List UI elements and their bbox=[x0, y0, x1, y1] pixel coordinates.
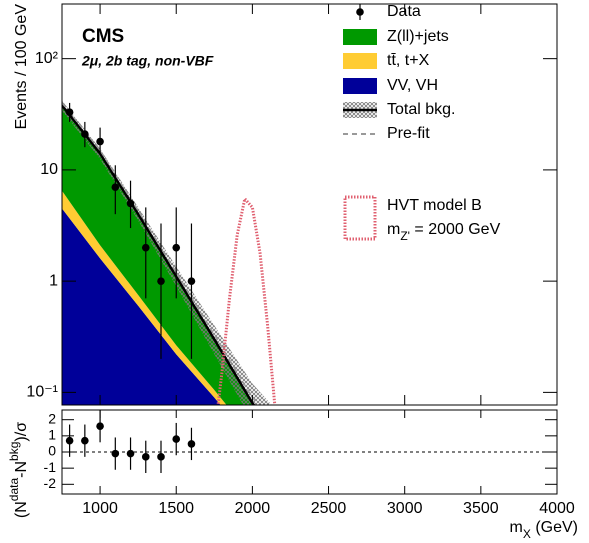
x-tick-label: 2500 bbox=[311, 500, 347, 517]
x-tick-label: 3000 bbox=[387, 500, 423, 517]
legend-label: Total bkg. bbox=[387, 101, 455, 118]
subtitle: 2μ, 2b tag, non-VBF bbox=[81, 53, 214, 69]
ratio-point bbox=[187, 440, 196, 448]
legend-label: mZ' = 2000 GeV bbox=[387, 221, 501, 243]
main-frame bbox=[61, 3, 558, 406]
label-part: data bbox=[7, 478, 21, 502]
label-part: = 2000 GeV bbox=[410, 221, 501, 238]
legend-label: Z(ll)+jets bbox=[387, 28, 449, 45]
label-part: m bbox=[510, 519, 523, 536]
y-tick-label: 10 bbox=[40, 161, 58, 178]
ratio-y-tick-label: 0 bbox=[48, 443, 56, 459]
legend-swatch bbox=[343, 78, 377, 94]
label-part: Z' bbox=[400, 229, 410, 243]
legend-swatch bbox=[343, 29, 377, 45]
legend-label: VV, VH bbox=[387, 77, 438, 94]
label-part: bkg bbox=[7, 442, 21, 461]
x-tick-label: 3500 bbox=[463, 500, 499, 517]
y-tick-label: 1 bbox=[49, 272, 58, 289]
ratio-point bbox=[111, 449, 120, 458]
label-part: -N bbox=[13, 461, 30, 478]
y-tick-label: 10⁻¹ bbox=[26, 384, 58, 401]
ratio-point bbox=[65, 436, 74, 445]
ratio-point bbox=[126, 449, 135, 458]
data-point bbox=[81, 130, 89, 138]
ratio-point bbox=[157, 453, 165, 461]
legend-label: HVT model B bbox=[387, 197, 482, 214]
data-point bbox=[96, 137, 104, 146]
ratio-y-tick-label: -2 bbox=[44, 475, 57, 491]
y-tick-label: 10² bbox=[35, 50, 59, 67]
data-point bbox=[65, 108, 74, 117]
data-point bbox=[172, 243, 181, 252]
legend-label: Pre-fit bbox=[387, 125, 430, 142]
legend-swatch bbox=[343, 53, 377, 69]
label-part: X bbox=[523, 527, 531, 541]
label-part: )/σ bbox=[13, 422, 30, 442]
ratio-point bbox=[141, 453, 150, 461]
data-point bbox=[141, 243, 150, 252]
data-point bbox=[111, 183, 120, 191]
x-tick-label: 2000 bbox=[235, 500, 271, 517]
legend-label: tt̄, t+X bbox=[387, 52, 430, 69]
x-tick-label: 1500 bbox=[158, 500, 194, 517]
y-axis-label: Events / 100 GeV bbox=[13, 4, 30, 130]
label-part: (GeV) bbox=[531, 519, 578, 536]
stack-area bbox=[62, 208, 221, 405]
legend-data-point bbox=[356, 8, 364, 16]
data-point bbox=[187, 277, 196, 285]
ratio-y-label: (Ndata-Nbkg)/σ bbox=[7, 422, 30, 518]
x-tick-label: 4000 bbox=[539, 500, 575, 517]
ratio-y-tick-label: 1 bbox=[48, 427, 56, 443]
ratio-y-tick-label: -1 bbox=[44, 459, 57, 475]
ratio-point bbox=[81, 436, 89, 445]
x-tick-label: 1000 bbox=[82, 500, 118, 517]
ratio-point bbox=[172, 435, 181, 443]
label-part: (N bbox=[13, 501, 30, 518]
ratio-point bbox=[96, 422, 104, 430]
legend-label: Data bbox=[387, 3, 421, 20]
ratio-y-tick-label: 2 bbox=[48, 410, 56, 426]
data-point bbox=[157, 277, 165, 285]
x-axis-label: mX (GeV) bbox=[510, 519, 578, 541]
experiment-label: CMS bbox=[82, 26, 124, 47]
data-point bbox=[126, 199, 135, 208]
legend-swatch bbox=[343, 195, 377, 241]
label-part: m bbox=[387, 221, 400, 238]
